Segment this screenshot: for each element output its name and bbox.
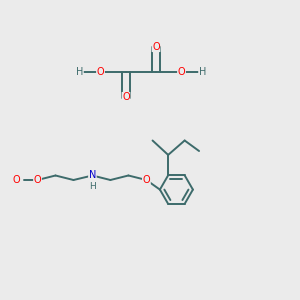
Text: O: O <box>97 67 104 77</box>
Text: O: O <box>178 67 185 77</box>
Text: N: N <box>89 170 96 181</box>
Text: H: H <box>199 67 206 77</box>
Text: H: H <box>89 182 96 191</box>
Text: O: O <box>142 175 150 185</box>
Text: O: O <box>122 92 130 103</box>
Text: O: O <box>13 175 20 185</box>
Text: O: O <box>34 175 41 185</box>
Text: O: O <box>152 41 160 52</box>
Text: H: H <box>76 67 83 77</box>
